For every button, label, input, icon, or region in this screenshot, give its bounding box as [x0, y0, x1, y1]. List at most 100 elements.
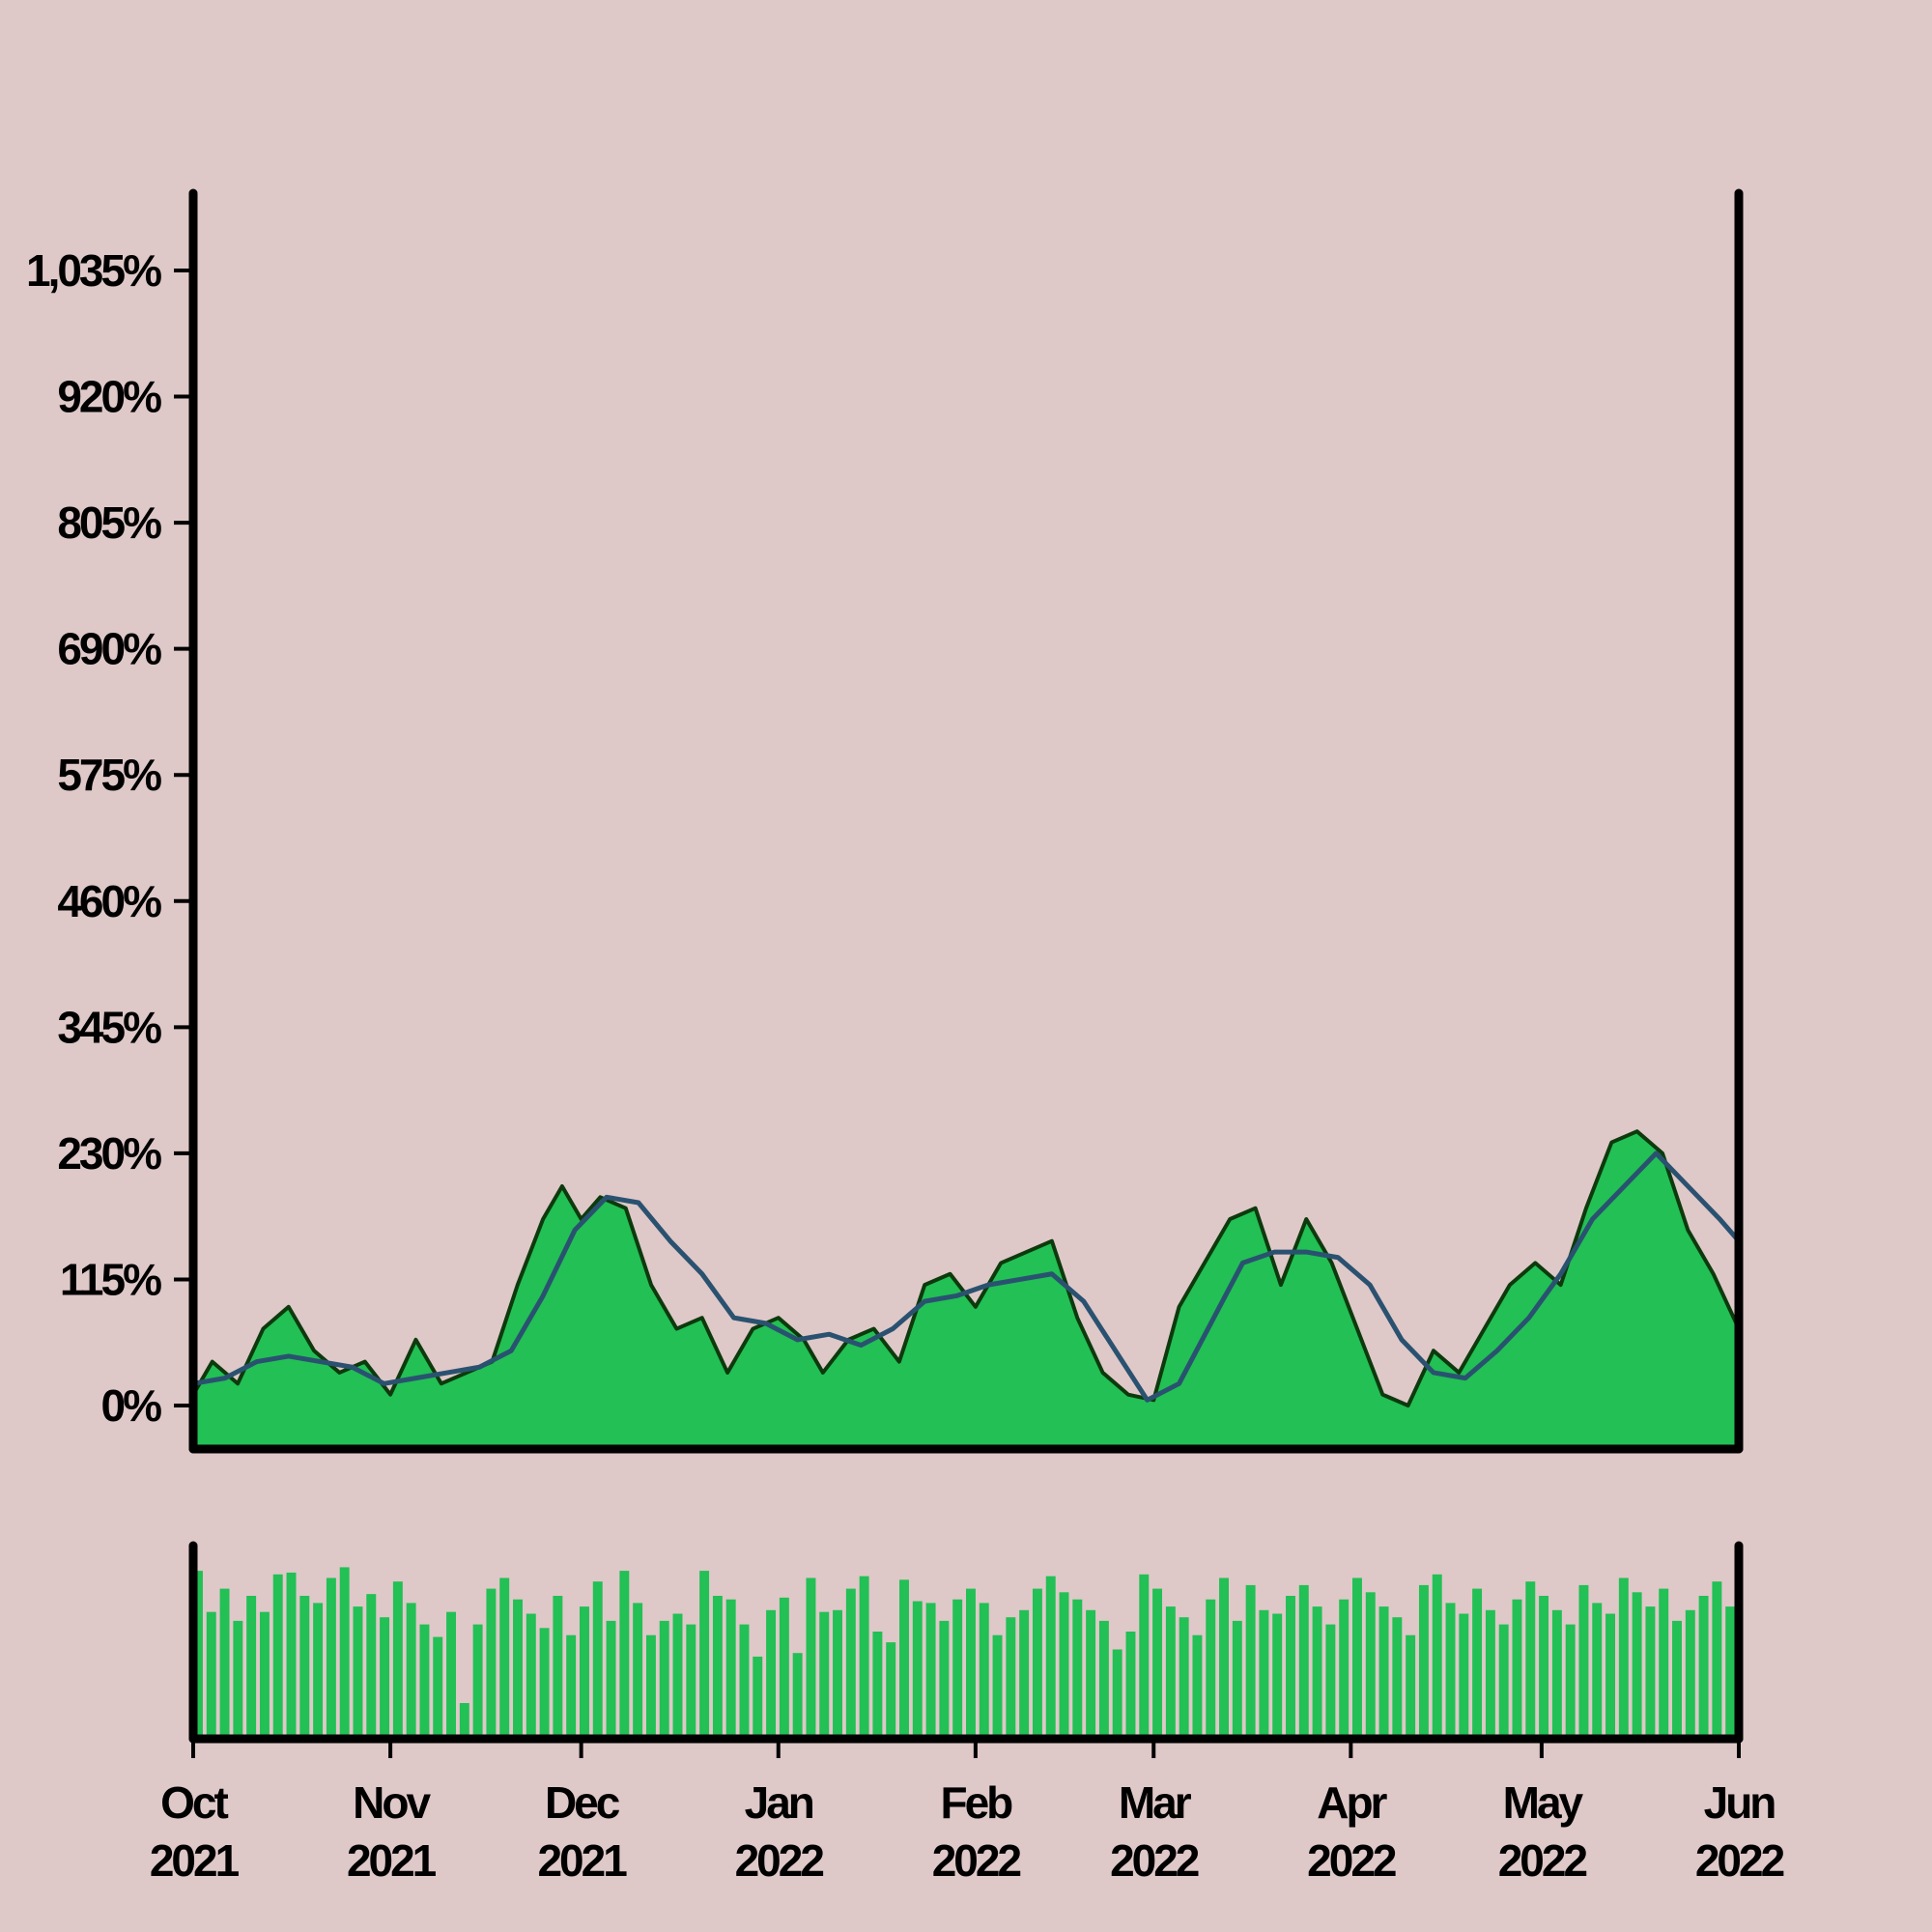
- x-tick-year: 2022: [1307, 1835, 1396, 1886]
- volume-bar: [246, 1596, 257, 1739]
- volume-bar: [392, 1581, 403, 1739]
- volume-bar: [419, 1624, 430, 1739]
- volume-bar: [553, 1596, 563, 1739]
- volume-bar: [1272, 1613, 1283, 1739]
- volume-bar: [1406, 1634, 1416, 1739]
- y-tick-label: 1,035%: [26, 245, 161, 296]
- volume-bar: [219, 1588, 230, 1739]
- volume-bar: [366, 1594, 377, 1739]
- volume-bar: [233, 1620, 243, 1739]
- y-tick-label: 230%: [57, 1128, 161, 1179]
- volume-bar: [672, 1613, 683, 1739]
- volume-bar: [845, 1588, 856, 1739]
- volume-bar: [1432, 1574, 1442, 1739]
- volume-bar: [539, 1628, 550, 1739]
- volume-bar: [659, 1620, 669, 1739]
- volume-bar: [806, 1577, 816, 1739]
- volume-bar: [339, 1567, 350, 1739]
- volume-bar: [619, 1571, 630, 1739]
- volume-bar: [699, 1571, 710, 1739]
- volume-bar: [406, 1603, 416, 1739]
- volume-bar: [446, 1611, 456, 1739]
- volume-bar: [193, 1571, 203, 1739]
- volume-bar: [1592, 1603, 1603, 1739]
- volume-bar: [686, 1624, 696, 1739]
- volume-bar: [1512, 1599, 1522, 1739]
- volume-bar: [792, 1653, 803, 1739]
- volume-bar: [606, 1620, 616, 1739]
- volume-bar: [1339, 1599, 1350, 1739]
- volume-bar: [459, 1703, 469, 1739]
- volume-bar: [1565, 1624, 1576, 1739]
- volume-bar: [1325, 1624, 1336, 1739]
- volume-bars: [193, 1567, 1736, 1739]
- volume-bar: [633, 1603, 643, 1739]
- volume-bar: [1045, 1576, 1056, 1739]
- volume-bar: [979, 1603, 989, 1739]
- y-tick-label: 920%: [57, 372, 161, 422]
- x-tick-year: 2021: [347, 1835, 437, 1886]
- x-tick-month: Oct: [160, 1777, 228, 1828]
- volume-bar: [1685, 1609, 1695, 1739]
- volume-bar: [1352, 1577, 1362, 1739]
- volume-bar: [1672, 1620, 1682, 1739]
- volume-bar: [925, 1603, 936, 1739]
- x-tick-month: Mar: [1119, 1777, 1192, 1828]
- volume-bar: [1525, 1581, 1536, 1739]
- volume-bar: [259, 1611, 270, 1739]
- x-tick-month: Feb: [940, 1777, 1012, 1828]
- volume-bar: [566, 1634, 577, 1739]
- volume-bar: [1618, 1577, 1629, 1739]
- volume-bar: [580, 1606, 589, 1739]
- y-tick-label: 690%: [57, 624, 161, 674]
- volume-bar: [499, 1577, 510, 1739]
- volume-bar: [725, 1599, 736, 1739]
- volume-bar: [1712, 1581, 1722, 1739]
- volume-bar: [526, 1613, 536, 1739]
- x-tick-month: Nov: [353, 1777, 431, 1828]
- volume-bar: [779, 1597, 789, 1739]
- volume-bar: [1392, 1617, 1403, 1739]
- volume-bar: [1498, 1624, 1509, 1739]
- volume-bar: [1298, 1584, 1309, 1739]
- volume-bar: [645, 1634, 656, 1739]
- volume-bar: [299, 1596, 310, 1739]
- volume-bar: [1418, 1584, 1429, 1739]
- volume-bar: [952, 1599, 963, 1739]
- volume-bar: [1219, 1577, 1229, 1739]
- volume-bar: [886, 1642, 896, 1739]
- volume-bar: [1006, 1617, 1016, 1739]
- volume-bar: [1698, 1596, 1709, 1739]
- volume-bar: [872, 1632, 883, 1739]
- volume-bar: [1032, 1588, 1042, 1739]
- x-tick-month: Jan: [745, 1777, 813, 1828]
- volume-bar: [1286, 1596, 1295, 1739]
- volume-bar: [1459, 1613, 1469, 1739]
- x-tick-year: 2022: [1110, 1835, 1199, 1886]
- volume-bar: [1019, 1609, 1030, 1739]
- volume-bar: [353, 1606, 363, 1739]
- volume-bar: [912, 1601, 923, 1739]
- volume-bar: [1632, 1592, 1642, 1739]
- x-tick-year: 2022: [735, 1835, 824, 1886]
- volume-bar: [326, 1577, 336, 1739]
- volume-bar: [1206, 1599, 1216, 1739]
- volume-bar: [819, 1611, 830, 1739]
- volume-bar: [486, 1588, 497, 1739]
- price-area: [193, 1131, 1739, 1449]
- y-tick-label: 575%: [57, 750, 161, 800]
- volume-bar: [1245, 1584, 1256, 1739]
- volume-bar: [753, 1656, 763, 1739]
- x-axis-ticks: Oct 2021 Nov 2021 Dec 2021 Jan 2022 Feb 2022 Mar 20…: [150, 1739, 1787, 1886]
- volume-bar: [1472, 1588, 1483, 1739]
- volume-bar: [1098, 1620, 1109, 1739]
- x-tick-month: Apr: [1317, 1777, 1387, 1828]
- volume-bar: [766, 1609, 777, 1739]
- y-tick-label: 0%: [101, 1380, 162, 1431]
- x-tick-year: 2022: [932, 1835, 1021, 1886]
- volume-bar: [1645, 1606, 1656, 1739]
- volume-bar: [1365, 1592, 1376, 1739]
- price-panel: 0% 115% 230% 345% 460% 575% 690% 805% 920% 1,035%: [26, 188, 1744, 1454]
- volume-bar: [859, 1576, 869, 1739]
